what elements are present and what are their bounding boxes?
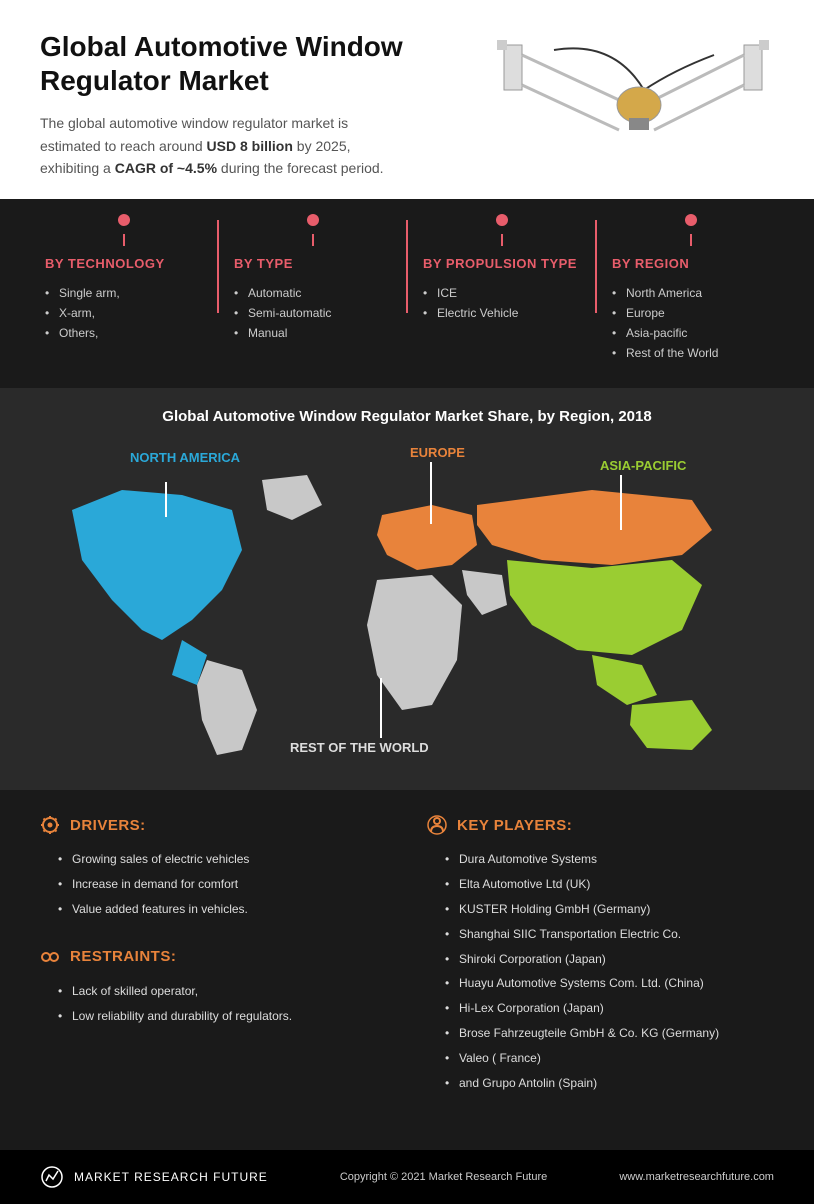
list-item: Dura Automotive Systems bbox=[445, 847, 774, 872]
cat-list: North America Europe Asia-pacific Rest o… bbox=[612, 283, 769, 363]
list-item: Elta Automotive Ltd (UK) bbox=[445, 872, 774, 897]
dot-icon bbox=[307, 214, 319, 226]
label-asia-pacific: ASIA-PACIFIC bbox=[600, 458, 686, 473]
page-title: Global Automotive Window Regulator Marke… bbox=[40, 30, 474, 97]
list-item: Valeo ( France) bbox=[445, 1046, 774, 1071]
window-regulator-icon bbox=[494, 30, 774, 160]
restraints-heading: RESTRAINTS: bbox=[40, 947, 387, 967]
dot-icon bbox=[118, 214, 130, 226]
list-item: Asia-pacific bbox=[612, 323, 769, 343]
info-section: DRIVERS: Growing sales of electric vehic… bbox=[0, 790, 814, 1150]
people-icon bbox=[427, 815, 447, 835]
desc-bold-3: CAGR of ~4.5% bbox=[115, 160, 217, 176]
restraints-list: Lack of skilled operator, Low reliabilit… bbox=[40, 979, 387, 1029]
list-item: and Grupo Antolin (Spain) bbox=[445, 1071, 774, 1096]
key-players-heading: KEY PLAYERS: bbox=[427, 815, 774, 835]
category-type: BY TYPE Automatic Semi-automatic Manual bbox=[219, 214, 406, 363]
key-players-list: Dura Automotive Systems Elta Automotive … bbox=[427, 847, 774, 1095]
label-rest-of-world: REST OF THE WORLD bbox=[290, 740, 429, 755]
list-item: Huayu Automotive Systems Com. Ltd. (Chin… bbox=[445, 971, 774, 996]
cat-list: Single arm, X-arm, Others, bbox=[45, 283, 202, 343]
category-propulsion: BY PROPULSION TYPE ICE Electric Vehicle bbox=[408, 214, 595, 363]
list-item: Single arm, bbox=[45, 283, 202, 303]
line-icon bbox=[690, 234, 692, 246]
map-title: Global Automotive Window Regulator Marke… bbox=[30, 408, 784, 425]
heading-text: RESTRAINTS: bbox=[70, 948, 176, 965]
drivers-block: DRIVERS: Growing sales of electric vehic… bbox=[40, 815, 387, 921]
callout-line-icon bbox=[380, 678, 382, 738]
cat-title: BY TYPE bbox=[234, 256, 391, 271]
chain-icon bbox=[40, 947, 60, 967]
cat-title: BY TECHNOLOGY bbox=[45, 256, 202, 271]
list-item: ICE bbox=[423, 283, 580, 303]
desc-bold-1: USD 8 billion bbox=[207, 138, 293, 154]
map-section: Global Automotive Window Regulator Marke… bbox=[0, 388, 814, 790]
list-item: Electric Vehicle bbox=[423, 303, 580, 323]
callout-line-icon bbox=[430, 462, 432, 524]
list-item: KUSTER Holding GmbH (Germany) bbox=[445, 897, 774, 922]
header-description: The global automotive window regulator m… bbox=[40, 112, 400, 179]
list-item: Value added features in vehicles. bbox=[58, 897, 387, 922]
dot-icon bbox=[685, 214, 697, 226]
heading-text: DRIVERS: bbox=[70, 817, 146, 834]
list-item: Automatic bbox=[234, 283, 391, 303]
list-item: Increase in demand for comfort bbox=[58, 872, 387, 897]
list-item: Brose Fahrzeugteile GmbH & Co. KG (Germa… bbox=[445, 1021, 774, 1046]
list-item: Europe bbox=[612, 303, 769, 323]
product-image bbox=[494, 30, 774, 160]
list-item: Manual bbox=[234, 323, 391, 343]
logo-icon bbox=[40, 1165, 64, 1189]
category-region: BY REGION North America Europe Asia-paci… bbox=[597, 214, 784, 363]
list-item: North America bbox=[612, 283, 769, 303]
info-left-column: DRIVERS: Growing sales of electric vehic… bbox=[40, 815, 387, 1120]
callout-line-icon bbox=[620, 475, 622, 530]
list-item: Semi-automatic bbox=[234, 303, 391, 323]
header-text-block: Global Automotive Window Regulator Marke… bbox=[40, 30, 474, 179]
footer-bar: MARKET RESEARCH FUTURE Copyright © 2021 … bbox=[0, 1150, 814, 1204]
list-item: Shanghai SIIC Transportation Electric Co… bbox=[445, 922, 774, 947]
info-right-column: KEY PLAYERS: Dura Automotive Systems Elt… bbox=[427, 815, 774, 1120]
label-north-america: NORTH AMERICA bbox=[130, 450, 240, 465]
line-icon bbox=[123, 234, 125, 246]
callout-line-icon bbox=[165, 482, 167, 517]
line-icon bbox=[501, 234, 503, 246]
list-item: Lack of skilled operator, bbox=[58, 979, 387, 1004]
header-section: Global Automotive Window Regulator Marke… bbox=[0, 0, 814, 199]
list-item: Low reliability and durability of regula… bbox=[58, 1004, 387, 1029]
list-item: Hi-Lex Corporation (Japan) bbox=[445, 996, 774, 1021]
dot-icon bbox=[496, 214, 508, 226]
company-name: MARKET RESEARCH FUTURE bbox=[74, 1170, 268, 1184]
website-url: www.marketresearchfuture.com bbox=[619, 1171, 774, 1183]
cat-title: BY REGION bbox=[612, 256, 769, 271]
drivers-heading: DRIVERS: bbox=[40, 815, 387, 835]
categories-bar: BY TECHNOLOGY Single arm, X-arm, Others,… bbox=[0, 199, 814, 388]
key-players-block: KEY PLAYERS: Dura Automotive Systems Elt… bbox=[427, 815, 774, 1095]
restraints-block: RESTRAINTS: Lack of skilled operator, Lo… bbox=[40, 947, 387, 1029]
cat-list: Automatic Semi-automatic Manual bbox=[234, 283, 391, 343]
list-item: X-arm, bbox=[45, 303, 202, 323]
heading-text: KEY PLAYERS: bbox=[457, 817, 572, 834]
cat-list: ICE Electric Vehicle bbox=[423, 283, 580, 323]
drivers-list: Growing sales of electric vehicles Incre… bbox=[40, 847, 387, 921]
gear-icon bbox=[40, 815, 60, 835]
cat-title: BY PROPULSION TYPE bbox=[423, 256, 580, 271]
world-map: NORTH AMERICA EUROPE ASIA-PACIFIC REST O… bbox=[30, 440, 784, 760]
copyright-text: Copyright © 2021 Market Research Future bbox=[340, 1171, 547, 1183]
list-item: Growing sales of electric vehicles bbox=[58, 847, 387, 872]
label-europe: EUROPE bbox=[410, 445, 465, 460]
desc-part-4: during the forecast period. bbox=[217, 160, 384, 176]
world-map-svg bbox=[30, 440, 784, 760]
list-item: Others, bbox=[45, 323, 202, 343]
footer-logo: MARKET RESEARCH FUTURE bbox=[40, 1165, 268, 1189]
list-item: Shiroki Corporation (Japan) bbox=[445, 947, 774, 972]
category-technology: BY TECHNOLOGY Single arm, X-arm, Others, bbox=[30, 214, 217, 363]
line-icon bbox=[312, 234, 314, 246]
list-item: Rest of the World bbox=[612, 343, 769, 363]
